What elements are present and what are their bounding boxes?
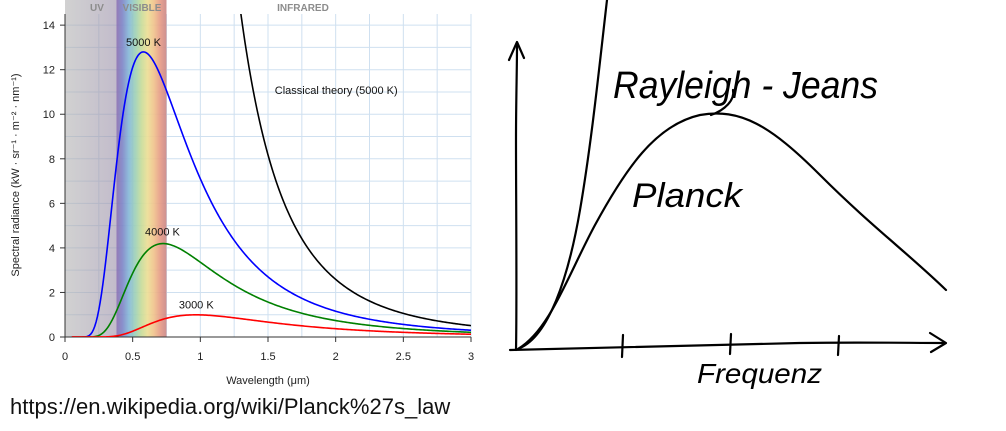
series-label-1: 4000 K: [145, 226, 181, 238]
y-tick-label: 2: [49, 287, 55, 299]
x-tick-label: 1.5: [260, 351, 275, 363]
y-axis-label: Spectral radiance (kW · sr⁻¹ · m⁻² · nm⁻…: [10, 73, 22, 276]
series-line-1: [71, 242, 471, 337]
y-tick-label: 6: [49, 198, 55, 210]
y-tick-label: 10: [43, 109, 55, 121]
source-url[interactable]: https://en.wikipedia.org/wiki/Planck%27s…: [10, 394, 451, 419]
sketch-label-rayleigh-jeans: Rayleigh - Jeans: [613, 65, 878, 107]
series-label-0: 5000 K: [126, 37, 162, 49]
sketch-y-axis-arrow-icon: [507, 40, 526, 62]
x-tick-label: 2: [333, 351, 339, 363]
sketch-x-axis-arrow-icon: [928, 331, 948, 354]
series-label-2: 3000 K: [179, 300, 215, 312]
x-tick-label: 0: [62, 351, 68, 363]
series-line-3: [240, 14, 471, 327]
sketch-tick-1: [620, 333, 625, 359]
y-tick-label: 8: [49, 154, 55, 166]
sketch-rayleigh-jeans-curve: [518, 0, 609, 350]
sketch-label-planck: Planck: [632, 177, 744, 215]
band-label-uv: UV: [90, 3, 104, 14]
x-axis-label: Wavelength (μm): [226, 375, 310, 387]
y-tick-label: 0: [49, 332, 55, 344]
sketch-pointer-hook: [709, 88, 735, 117]
x-tick-label: 3: [468, 351, 474, 363]
y-tick-label: 14: [43, 20, 55, 32]
series-label-3: Classical theory (5000 K): [275, 85, 398, 97]
sketch-x-axis: [508, 341, 947, 352]
x-tick-label: 0.5: [125, 351, 140, 363]
series-line-0: [71, 51, 471, 337]
spectrum-bands: [65, 0, 167, 337]
x-tick-label: 2.5: [396, 351, 411, 363]
sketch-planck-curve: [516, 112, 948, 351]
band-label-infrared: INFRARED: [277, 3, 329, 14]
y-tick-label: 4: [49, 243, 55, 255]
series-line-2: [71, 314, 471, 337]
y-tick-label: 12: [43, 65, 55, 77]
band-uv: [65, 0, 117, 337]
sketch-tick-2: [728, 332, 733, 356]
band-label-visible: VISIBLE: [123, 3, 162, 14]
sketch-x-axis-label: Frequenz: [697, 358, 822, 389]
band-visible: [116, 0, 167, 337]
axes: 0 0.5 1 1.5 2 2.5 3 0 2 4 6 8 10 12 14: [43, 14, 474, 363]
x-tick-label: 1: [197, 351, 203, 363]
sketch-y-axis: [514, 43, 519, 352]
sketch-tick-3: [836, 334, 841, 357]
